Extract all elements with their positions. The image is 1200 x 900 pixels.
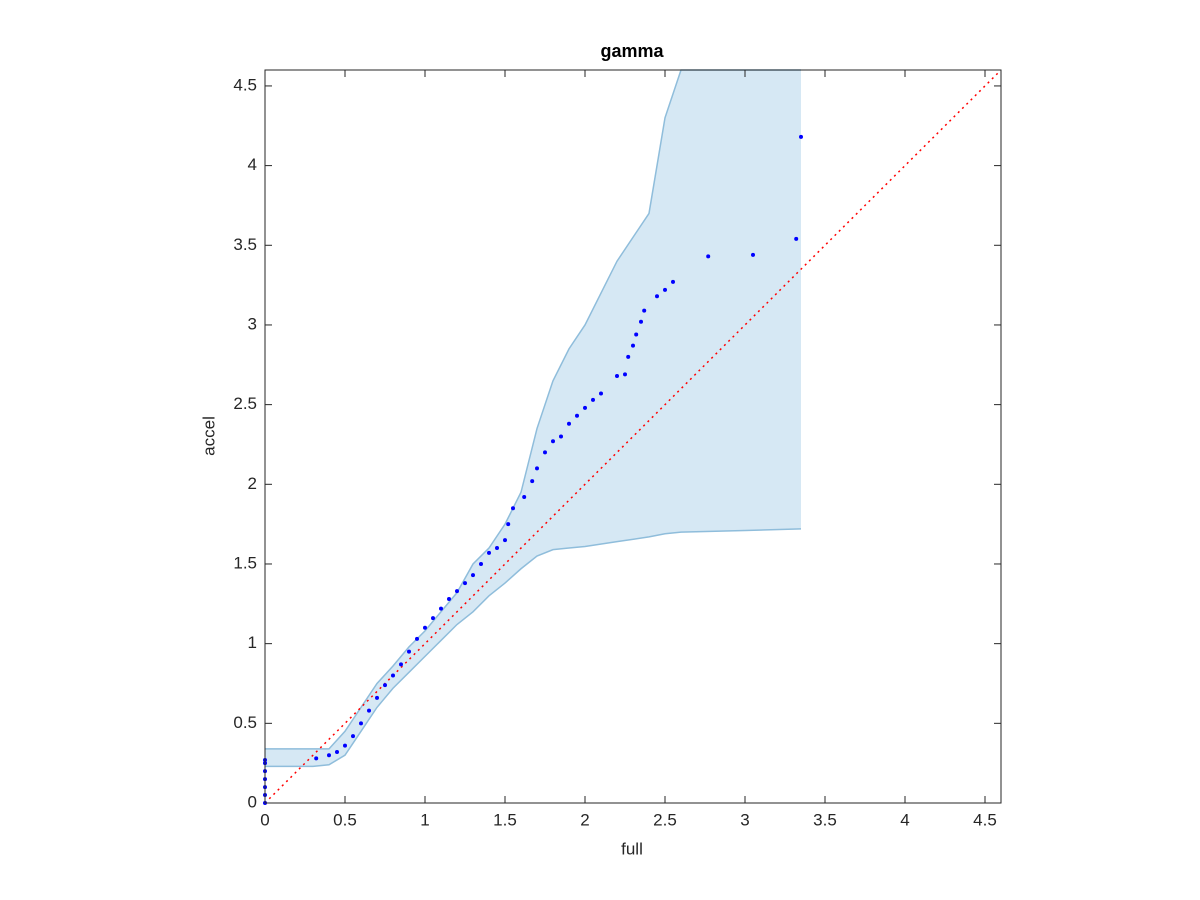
point	[671, 279, 675, 284]
y-axis-label: accel	[199, 416, 218, 456]
point	[471, 573, 475, 578]
point	[487, 550, 491, 555]
point	[431, 616, 435, 621]
point	[615, 373, 619, 378]
point	[794, 236, 799, 241]
y-tick-label: 2.5	[233, 394, 257, 413]
y-tick-label: 3	[248, 314, 257, 333]
point	[351, 734, 355, 739]
point	[447, 597, 451, 602]
point	[583, 405, 587, 410]
y-tick-label: 4.5	[233, 75, 257, 94]
x-tick-label: 4.5	[973, 810, 997, 829]
point	[559, 434, 563, 439]
point	[751, 252, 755, 257]
point	[551, 439, 555, 444]
point	[591, 397, 595, 402]
y-tick-label: 1	[248, 633, 257, 652]
point	[399, 662, 403, 667]
point	[511, 506, 515, 511]
x-axis-label: full	[621, 839, 643, 858]
point	[506, 522, 511, 527]
x-tick-label: 3.5	[813, 810, 837, 829]
point	[495, 546, 499, 551]
y-tick-label: 4	[248, 155, 257, 174]
x-tick-label: 0.5	[333, 810, 357, 829]
point	[383, 683, 387, 688]
point	[543, 450, 547, 455]
point	[407, 649, 411, 654]
x-tick-label: 1.5	[493, 810, 517, 829]
band-fill	[265, 70, 801, 767]
point	[327, 753, 331, 758]
point	[639, 319, 643, 324]
x-tick-label: 1	[420, 810, 429, 829]
x-tick-label: 3	[740, 810, 749, 829]
point	[423, 625, 427, 630]
point	[599, 391, 603, 396]
x-tick-label: 4	[900, 810, 909, 829]
point	[567, 421, 571, 426]
y-tick-label: 3.5	[233, 235, 257, 254]
band-edge	[265, 528, 802, 768]
point	[575, 413, 579, 418]
band-edge	[265, 69, 801, 750]
point	[663, 287, 667, 292]
y-tick-label: 1.5	[233, 553, 257, 572]
x-tick-label: 2	[580, 810, 589, 829]
y-tick-label: 2	[248, 474, 257, 493]
point	[631, 343, 635, 348]
point	[455, 589, 459, 594]
point	[799, 134, 803, 139]
point	[522, 495, 527, 500]
reference-line	[264, 69, 1002, 804]
point	[503, 538, 507, 543]
point	[655, 294, 659, 299]
point	[314, 756, 319, 761]
point	[335, 750, 339, 755]
point	[642, 308, 647, 313]
y-tick-label: 0.5	[233, 713, 257, 732]
point	[415, 636, 419, 641]
point	[359, 721, 363, 726]
point	[391, 673, 395, 678]
point	[479, 561, 483, 566]
point	[706, 254, 711, 259]
x-tick-label: 0	[260, 810, 269, 829]
point	[626, 354, 631, 359]
axes-box	[264, 69, 1002, 804]
point	[530, 479, 535, 484]
point	[463, 581, 467, 586]
point	[623, 372, 627, 377]
chart-title: gamma	[600, 41, 664, 61]
point	[367, 708, 371, 713]
point	[375, 695, 379, 700]
point	[535, 466, 539, 471]
point	[439, 606, 443, 611]
y-tick-label: 0	[248, 792, 257, 811]
point	[343, 743, 347, 748]
x-tick-label: 2.5	[653, 810, 677, 829]
point	[634, 332, 639, 337]
